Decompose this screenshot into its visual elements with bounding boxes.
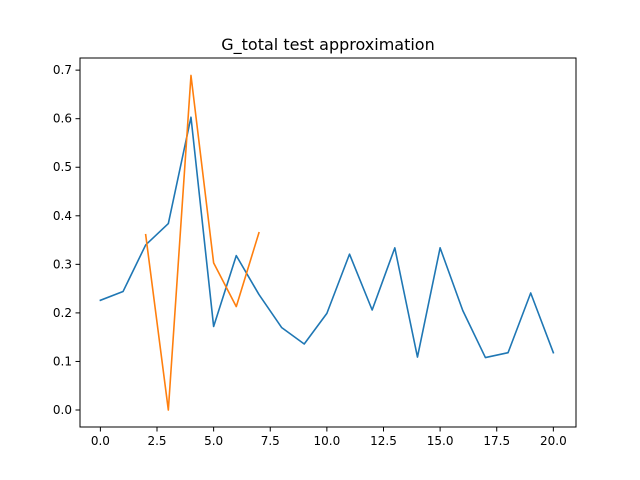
series-line-2 — [144, 74, 260, 411]
x-tick-label: 12.5 — [370, 434, 397, 448]
y-tick-label: 0.6 — [53, 112, 72, 126]
y-tick-label: 0.1 — [53, 354, 72, 368]
y-tick-label: 0.7 — [53, 63, 72, 77]
y-tick-label: 0.4 — [53, 209, 72, 223]
y-tick-label: 0.0 — [53, 403, 72, 417]
x-tick-label: 5.0 — [204, 434, 223, 448]
plot-frame — [79, 57, 577, 428]
y-tick-label: 0.5 — [53, 160, 72, 174]
x-tick-label: 0.0 — [91, 434, 110, 448]
x-tick-label: 2.5 — [147, 434, 166, 448]
x-tick-label: 7.5 — [261, 434, 280, 448]
x-tick-label: 10.0 — [314, 434, 341, 448]
x-axis: 0.0 2.5 5.0 7.5 10.0 12.5 15.0 17.5 20.0 — [91, 427, 567, 448]
y-tick-label: 0.2 — [53, 306, 72, 320]
y-axis: 0.0 0.1 0.2 0.3 0.4 0.5 0.6 0.7 — [53, 63, 80, 417]
x-tick-label: 17.5 — [483, 434, 510, 448]
series-layer — [99, 74, 555, 411]
x-tick-label: 15.0 — [427, 434, 454, 448]
chart-title: G_total test approximation — [221, 35, 434, 55]
y-tick-label: 0.3 — [53, 257, 72, 271]
series-line-1 — [99, 116, 555, 359]
x-tick-label: 20.0 — [540, 434, 567, 448]
